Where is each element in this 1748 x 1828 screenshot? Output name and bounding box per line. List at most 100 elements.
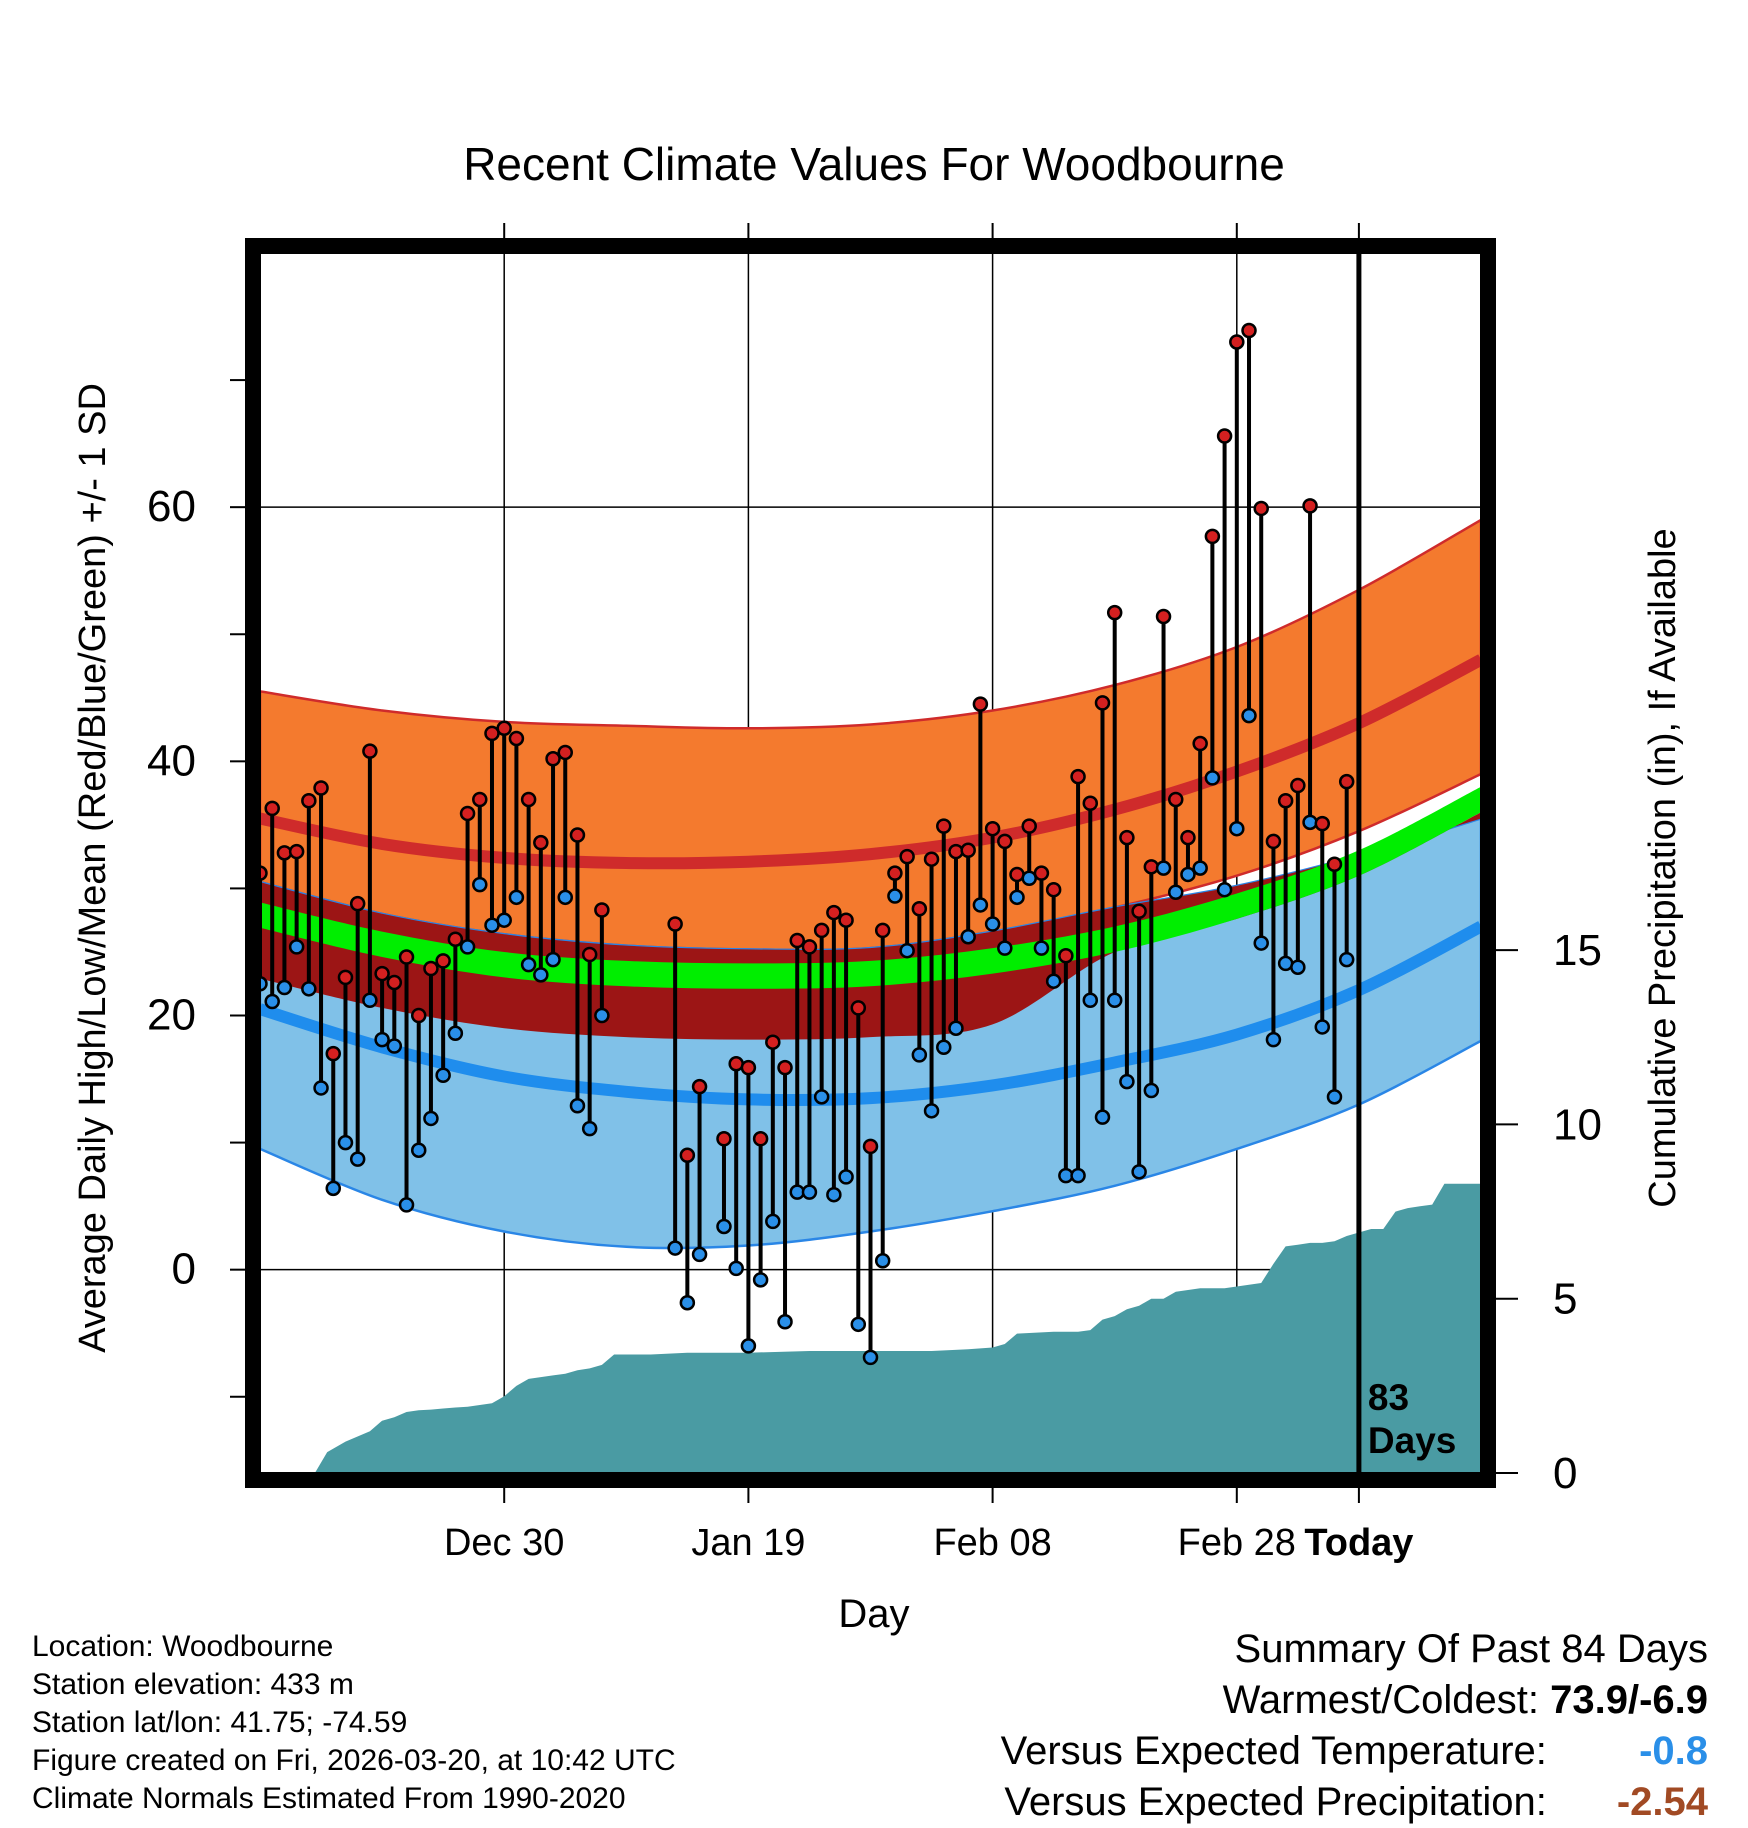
daily-high-point xyxy=(569,827,586,843)
y-tick-label: 0 xyxy=(172,1245,196,1294)
daily-high-point xyxy=(1058,948,1074,964)
daily-high-point xyxy=(960,842,976,859)
today-days-count: 83 xyxy=(1368,1377,1409,1418)
daily-low-point xyxy=(752,1272,769,1288)
daily-high-point xyxy=(508,730,525,747)
daily-high-point xyxy=(1192,735,1208,752)
daily-low-point xyxy=(923,1103,940,1119)
x-tick-label: Today xyxy=(1304,1522,1413,1564)
daily-high-point xyxy=(1326,856,1343,873)
daily-low-point xyxy=(862,1349,879,1366)
daily-low-point xyxy=(276,979,293,996)
daily-high-point xyxy=(752,1131,769,1147)
daily-high-point xyxy=(1253,500,1269,517)
daily-high-point xyxy=(984,820,1001,837)
y2-tick-label: 0 xyxy=(1553,1449,1577,1498)
daily-low-point xyxy=(472,876,488,893)
daily-low-point xyxy=(1131,1164,1147,1180)
daily-high-point xyxy=(850,1000,867,1016)
daily-low-point xyxy=(410,1142,427,1158)
daily-low-point xyxy=(1290,959,1306,975)
daily-high-point xyxy=(472,791,488,808)
latlon-text: Station lat/lon: 41.75; -74.59 xyxy=(32,1706,408,1739)
y2-tick-label: 5 xyxy=(1553,1275,1577,1324)
daily-high-point xyxy=(581,946,598,963)
daily-low-point xyxy=(533,967,549,983)
daily-high-point xyxy=(410,1007,427,1024)
daily-low-point xyxy=(1192,860,1208,876)
daily-low-point xyxy=(459,939,476,955)
daily-low-point xyxy=(1009,889,1025,906)
daily-high-point xyxy=(874,922,891,939)
daily-high-point xyxy=(1106,604,1123,621)
location-text: Location: Woodbourne xyxy=(32,1630,334,1663)
daily-low-point xyxy=(301,981,317,997)
daily-low-point xyxy=(960,928,976,945)
y-axis-label: Average Daily High/Low/Mean (Red/Blue/Gr… xyxy=(72,383,114,1353)
daily-high-point xyxy=(1082,795,1099,812)
normals-text: Climate Normals Estimated From 1990-2020 xyxy=(32,1782,626,1815)
daily-high-point xyxy=(459,805,476,822)
daily-low-point xyxy=(349,1151,366,1167)
daily-low-point xyxy=(1119,1073,1135,1090)
precip-label: Versus Expected Precipitation: xyxy=(1004,1780,1547,1824)
x-tick-label: Dec 30 xyxy=(444,1522,564,1564)
daily-low-point xyxy=(1045,973,1062,989)
daily-low-point xyxy=(972,897,989,913)
daily-low-point xyxy=(423,1110,439,1127)
daily-low-point xyxy=(520,956,537,973)
daily-high-point xyxy=(1070,768,1086,785)
daily-low-point xyxy=(1143,1082,1160,1099)
daily-low-point xyxy=(374,1031,390,1048)
daily-low-point xyxy=(826,1186,842,1203)
station-info: Location: Woodbourne Station elevation: … xyxy=(32,1628,676,1818)
daily-low-point xyxy=(691,1246,708,1263)
daily-low-point xyxy=(838,1169,854,1185)
daily-high-point xyxy=(520,791,537,808)
daily-high-point xyxy=(740,1059,757,1076)
daily-high-point xyxy=(948,843,964,860)
precip-value: -2.54 xyxy=(1616,1780,1708,1824)
daily-high-point xyxy=(447,931,464,947)
daily-high-point xyxy=(594,902,610,918)
daily-high-point xyxy=(325,1045,342,1062)
daily-high-point xyxy=(1143,859,1160,875)
daily-low-point xyxy=(874,1253,891,1269)
daily-low-point xyxy=(777,1314,793,1330)
temp-value: -0.8 xyxy=(1639,1729,1708,1773)
y-tick-label: 20 xyxy=(147,991,196,1040)
daily-high-point xyxy=(557,744,573,761)
daily-low-point xyxy=(1216,881,1233,898)
daily-high-point xyxy=(923,851,940,867)
daily-low-point xyxy=(850,1316,867,1333)
daily-low-point xyxy=(1314,1019,1331,1035)
daily-high-point xyxy=(374,965,390,982)
daily-low-point xyxy=(447,1025,464,1042)
warmest-label: Warmest/Coldest: xyxy=(1222,1678,1539,1722)
daily-high-point xyxy=(1241,322,1257,339)
daily-high-point xyxy=(899,848,915,865)
daily-low-point xyxy=(667,1240,683,1256)
daily-high-point xyxy=(1180,829,1196,846)
daily-low-point xyxy=(984,916,1001,932)
daily-low-point xyxy=(260,975,268,992)
daily-low-point xyxy=(679,1294,696,1311)
daily-low-point xyxy=(1155,860,1172,876)
daily-high-point xyxy=(313,780,329,796)
daily-high-point xyxy=(349,895,366,912)
daily-low-point xyxy=(887,888,903,904)
y2-axis-label: Cumulative Precipitation (in), If Availa… xyxy=(1642,528,1684,1207)
daily-high-point xyxy=(1033,865,1050,881)
daily-high-point xyxy=(337,969,354,986)
daily-high-point xyxy=(972,696,989,712)
y2-tick-label: 15 xyxy=(1553,926,1602,975)
x-axis-label: Day xyxy=(838,1592,909,1636)
daily-high-point xyxy=(1021,818,1037,834)
daily-low-point xyxy=(801,1184,818,1200)
daily-low-point xyxy=(288,939,305,955)
daily-high-point xyxy=(1229,334,1245,350)
summary-warmest-row: Warmest/Coldest: 73.9/-6.9 xyxy=(1001,1675,1708,1726)
daily-high-point xyxy=(1155,608,1172,625)
daily-high-point xyxy=(789,932,805,949)
precip-area xyxy=(260,1183,1481,1473)
